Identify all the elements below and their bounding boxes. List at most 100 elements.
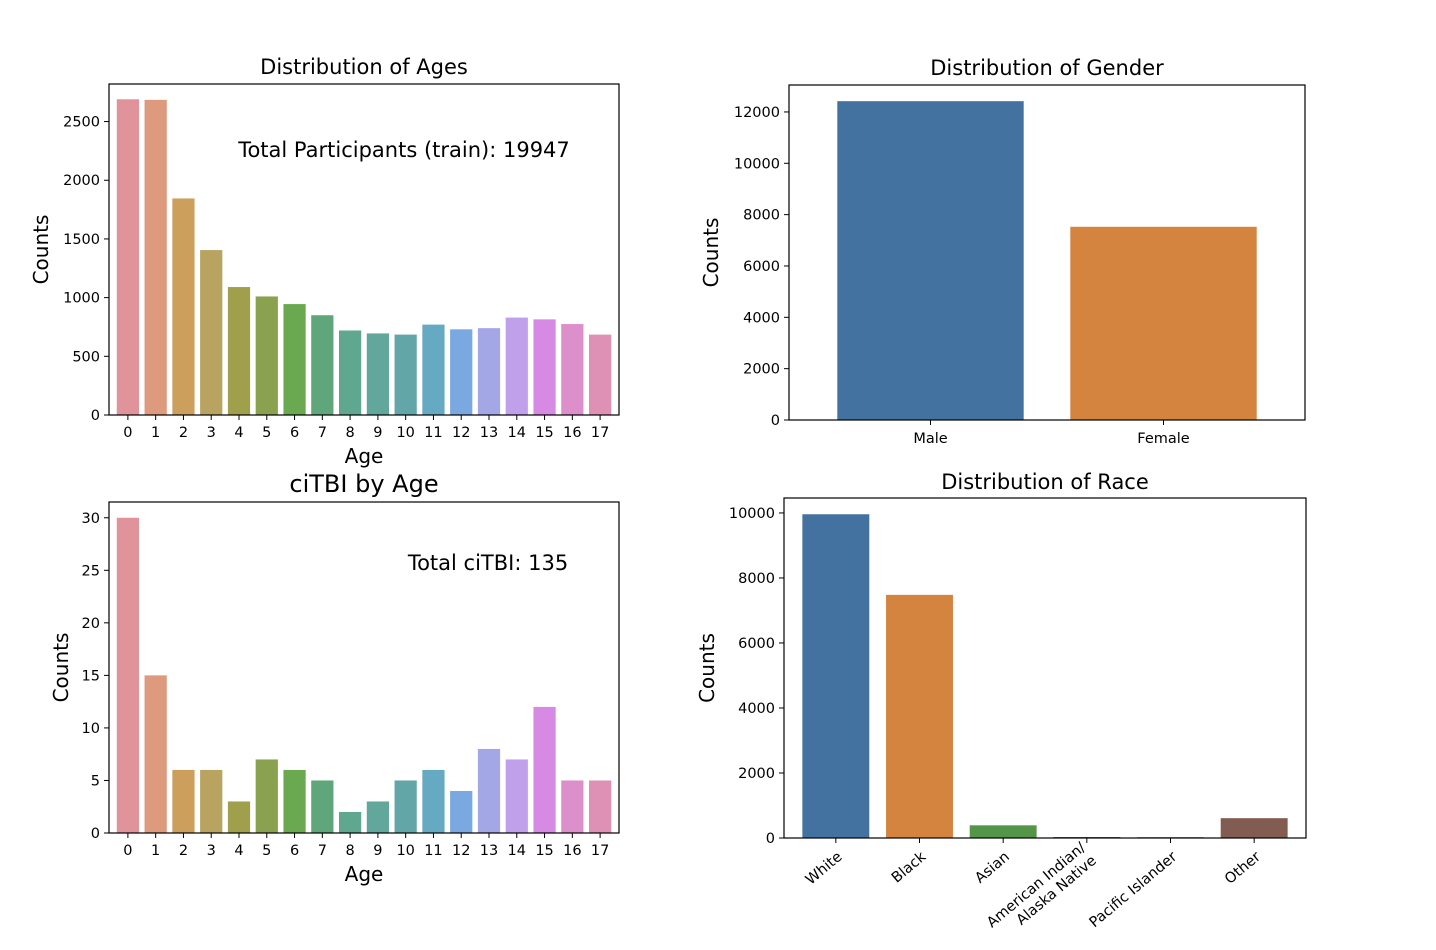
- bar: [589, 780, 612, 833]
- y-tick-label: 12000: [734, 105, 780, 121]
- x-axis-label: Age: [345, 444, 384, 468]
- bar: [255, 296, 278, 415]
- plot-frame: [788, 84, 1306, 421]
- x-tick-label: Male: [913, 431, 947, 447]
- y-tick-label: 2000: [743, 362, 780, 378]
- bar: [561, 324, 584, 415]
- y-tick-label: 500: [72, 349, 100, 365]
- y-axis-label: Counts: [695, 633, 719, 703]
- bar: [200, 250, 223, 415]
- bar: [1070, 226, 1257, 420]
- x-tick-label: 8: [345, 843, 354, 859]
- x-tick-label: 4: [234, 843, 243, 859]
- y-tick-label: 6000: [743, 259, 780, 275]
- x-tick-label: 9: [373, 425, 382, 441]
- bar: [533, 706, 556, 833]
- x-tick-label: 0: [123, 425, 132, 441]
- x-axis-label: Age: [345, 862, 384, 886]
- x-tick-label: 15: [535, 425, 553, 441]
- bar: [394, 334, 417, 415]
- y-tick-label: 0: [771, 413, 780, 429]
- bar: [144, 675, 167, 833]
- y-tick-label: 1500: [63, 232, 100, 248]
- x-tick-label: 6: [290, 425, 299, 441]
- y-tick-label: 0: [91, 408, 100, 424]
- bar: [886, 594, 953, 838]
- y-tick-label: 8000: [738, 571, 775, 587]
- y-tick-label: 10000: [734, 156, 780, 172]
- x-tick-label: 5: [262, 425, 271, 441]
- x-tick-label: 15: [535, 843, 553, 859]
- y-tick-label: 8000: [743, 208, 780, 224]
- x-tick-label: 1: [151, 843, 160, 859]
- bar: [477, 328, 501, 415]
- x-tick-label: 17: [591, 425, 609, 441]
- annotation-text: Total Participants (train): 19947: [237, 138, 570, 162]
- bar: [1220, 818, 1288, 838]
- bar: [339, 330, 362, 415]
- bar: [837, 101, 1024, 420]
- y-axis-label: Counts: [49, 633, 73, 703]
- bar: [505, 317, 528, 415]
- y-tick-label: 0: [766, 831, 775, 847]
- y-tick-label: 6000: [738, 636, 775, 652]
- bar: [477, 748, 501, 833]
- y-tick-label: 10: [82, 721, 100, 737]
- x-tick-label: Asian: [972, 849, 1013, 887]
- bar: [802, 514, 870, 838]
- y-tick-label: 4000: [738, 701, 775, 717]
- chart-2: 0 2000 4000 6000 8000 10000 12000 Male Female Dis…: [699, 56, 1306, 447]
- x-tick-label: 14: [508, 425, 526, 441]
- bar: [227, 287, 251, 415]
- x-tick-label: 7: [318, 425, 327, 441]
- bar: [589, 334, 612, 415]
- bar: [422, 769, 445, 833]
- bar: [366, 333, 389, 415]
- y-tick-label: 4000: [743, 310, 780, 326]
- x-tick-label: 3: [207, 425, 216, 441]
- x-tick-label: Other: [1222, 849, 1264, 888]
- bar: [561, 780, 584, 833]
- y-tick-label: 2500: [63, 115, 100, 131]
- chart-title: Distribution of Race: [941, 470, 1149, 494]
- x-tick-label: 7: [318, 843, 327, 859]
- plot-frame: [108, 83, 620, 416]
- bar: [969, 825, 1037, 838]
- bar: [311, 315, 334, 415]
- bar: [255, 759, 278, 833]
- y-tick-label: 15: [82, 668, 100, 684]
- x-tick-label: 9: [373, 843, 382, 859]
- x-tick-label: 11: [424, 843, 442, 859]
- x-tick-label: 16: [563, 843, 581, 859]
- y-tick-label: 2000: [63, 173, 100, 189]
- x-tick-label: 13: [480, 425, 498, 441]
- y-tick-label: 30: [82, 511, 100, 527]
- bar: [422, 324, 445, 415]
- x-tick-label: 11: [424, 425, 442, 441]
- bar: [116, 99, 139, 416]
- x-tick-label: 16: [563, 425, 581, 441]
- bar: [227, 801, 251, 833]
- x-tick-label: 12: [452, 425, 470, 441]
- x-tick-label: 6: [290, 843, 299, 859]
- bar: [505, 759, 528, 833]
- y-axis-label: Counts: [699, 218, 723, 288]
- x-tick-label: 13: [480, 843, 498, 859]
- y-tick-label: 10000: [729, 506, 775, 522]
- bar: [450, 329, 473, 415]
- bar: [172, 198, 195, 415]
- plot-frame: [108, 501, 620, 834]
- chart-title: Distribution of Gender: [930, 56, 1164, 80]
- bar: [116, 517, 139, 833]
- bar: [394, 780, 417, 833]
- y-tick-label: 2000: [738, 766, 775, 782]
- bar: [311, 780, 334, 833]
- x-tick-label: White: [803, 849, 846, 888]
- bar: [533, 319, 556, 415]
- x-tick-label: 17: [591, 843, 609, 859]
- bar: [283, 769, 306, 833]
- y-tick-label: 5: [91, 773, 100, 789]
